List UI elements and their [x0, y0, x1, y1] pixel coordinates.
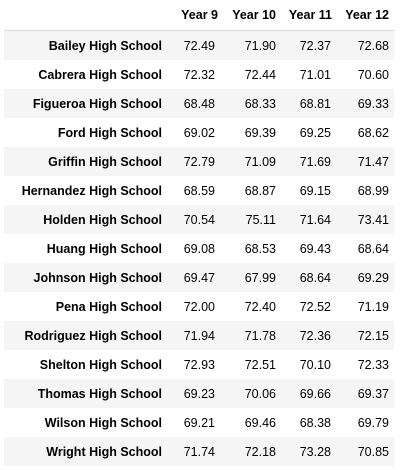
- table-row: Ford High School 69.02 69.39 69.25 68.62: [4, 118, 394, 147]
- table-row: Thomas High School 69.23 70.06 69.66 69.37: [4, 379, 394, 408]
- score-cell: 71.74: [183, 444, 215, 459]
- row-header-school: Figueroa High School: [32, 96, 162, 111]
- column-header-year-12: Year 12: [336, 0, 394, 31]
- score-cell: 68.38: [299, 415, 331, 430]
- table-body: Bailey High School 72.49 71.90 72.37 72.68 Ca…: [4, 30, 394, 466]
- score-cell: 71.09: [244, 154, 276, 169]
- scores-table: Year 9 Year 10 Year 11 Year 12 Bailey Hi…: [4, 0, 394, 466]
- row-header-school: Holden High School: [43, 212, 162, 227]
- score-cell: 72.18: [244, 444, 276, 459]
- table-header: Year 9 Year 10 Year 11 Year 12: [4, 0, 394, 31]
- score-cell: 69.79: [357, 415, 389, 430]
- score-cell: 69.47: [183, 270, 215, 285]
- score-cell: 72.79: [183, 154, 215, 169]
- score-cell: 72.37: [299, 38, 331, 53]
- score-cell: 68.33: [244, 96, 276, 111]
- row-header-school: Wright High School: [46, 444, 162, 459]
- score-cell: 71.90: [244, 38, 276, 53]
- score-cell: 71.19: [357, 299, 389, 314]
- score-cell: 71.47: [357, 154, 389, 169]
- score-cell: 71.69: [299, 154, 331, 169]
- score-cell: 69.25: [299, 125, 331, 140]
- score-cell: 70.10: [299, 357, 331, 372]
- row-header-school: Wilson High School: [44, 415, 162, 430]
- row-header-school: Huang High School: [46, 241, 162, 256]
- score-cell: 71.64: [299, 212, 331, 227]
- score-cell: 73.41: [357, 212, 389, 227]
- score-cell: 70.60: [357, 67, 389, 82]
- score-cell: 73.28: [299, 444, 331, 459]
- score-cell: 68.99: [357, 183, 389, 198]
- table-row: Pena High School 72.00 72.40 72.52 71.19: [4, 292, 394, 321]
- row-header-school: Ford High School: [57, 125, 162, 140]
- score-cell: 70.54: [183, 212, 215, 227]
- score-cell: 72.93: [183, 357, 215, 372]
- score-cell: 69.02: [183, 125, 215, 140]
- score-cell: 68.53: [244, 241, 276, 256]
- score-cell: 70.06: [244, 386, 276, 401]
- table-row: Figueroa High School 68.48 68.33 68.81 69.33: [4, 89, 394, 118]
- row-header-school: Pena High School: [55, 299, 162, 314]
- score-cell: 71.78: [244, 328, 276, 343]
- score-cell: 67.99: [244, 270, 276, 285]
- column-header-year-10: Year 10: [220, 0, 280, 31]
- column-header-year-11: Year 11: [280, 0, 336, 31]
- table-row: Shelton High School 72.93 72.51 70.10 72.33: [4, 350, 394, 379]
- score-cell: 72.32: [183, 67, 215, 82]
- row-header-school: Griffin High School: [48, 154, 162, 169]
- table-row: Hernandez High School 68.59 68.87 69.15 68.9…: [4, 176, 394, 205]
- score-cell: 71.94: [183, 328, 215, 343]
- score-cell: 69.08: [183, 241, 215, 256]
- score-cell: 72.36: [299, 328, 331, 343]
- row-header-school: Shelton High School: [39, 357, 162, 372]
- score-cell: 69.37: [357, 386, 389, 401]
- table-row: Holden High School 70.54 75.11 71.64 73.41: [4, 205, 394, 234]
- row-header-school: Johnson High School: [33, 270, 162, 285]
- score-cell: 68.87: [244, 183, 276, 198]
- table-row: Cabrera High School 72.32 72.44 71.01 70.60: [4, 60, 394, 89]
- row-header-school: Thomas High School: [37, 386, 162, 401]
- table-row: Bailey High School 72.49 71.90 72.37 72.68: [4, 30, 394, 60]
- score-cell: 68.64: [357, 241, 389, 256]
- score-cell: 68.62: [357, 125, 389, 140]
- score-cell: 72.68: [357, 38, 389, 53]
- row-header-school: Bailey High School: [48, 38, 162, 53]
- score-cell: 68.59: [183, 183, 215, 198]
- score-cell: 69.21: [183, 415, 215, 430]
- table-row: Johnson High School 69.47 67.99 68.64 69.29: [4, 263, 394, 292]
- score-cell: 75.11: [245, 212, 276, 227]
- score-cell: 72.51: [244, 357, 276, 372]
- score-cell: 69.29: [357, 270, 389, 285]
- score-cell: 72.52: [299, 299, 331, 314]
- score-cell: 68.48: [183, 96, 215, 111]
- row-header-school: Rodriguez High School: [24, 328, 163, 343]
- score-cell: 69.46: [244, 415, 276, 430]
- score-cell: 71.01: [299, 67, 331, 82]
- score-cell: 72.44: [244, 67, 276, 82]
- table-row: Wilson High School 69.21 69.46 68.38 69.79: [4, 408, 394, 437]
- table-row: Rodriguez High School 71.94 71.78 72.36 72.1…: [4, 321, 394, 350]
- table-row: Griffin High School 72.79 71.09 71.69 71.47: [4, 147, 394, 176]
- score-cell: 69.23: [183, 386, 215, 401]
- header-row: Year 9 Year 10 Year 11 Year 12: [4, 0, 394, 31]
- score-cell: 69.39: [244, 125, 276, 140]
- score-cell: 72.40: [244, 299, 276, 314]
- column-header-year-9: Year 9: [167, 0, 220, 31]
- table-row: Wright High School 71.74 72.18 73.28 70.85: [4, 437, 394, 466]
- score-cell: 70.85: [357, 444, 389, 459]
- score-cell: 68.64: [299, 270, 331, 285]
- score-cell: 68.81: [299, 96, 331, 111]
- table-row: Huang High School 69.08 68.53 69.43 68.64: [4, 234, 394, 263]
- score-cell: 72.00: [183, 299, 215, 314]
- score-cell: 69.15: [299, 183, 331, 198]
- score-cell: 69.66: [299, 386, 331, 401]
- score-cell: 69.33: [357, 96, 389, 111]
- score-cell: 69.43: [299, 241, 331, 256]
- row-header-school: Hernandez High School: [21, 183, 162, 198]
- score-cell: 72.49: [183, 38, 215, 53]
- score-cell: 72.15: [357, 328, 389, 343]
- corner-cell: [4, 0, 167, 31]
- row-header-school: Cabrera High School: [38, 67, 162, 82]
- score-cell: 72.33: [357, 357, 389, 372]
